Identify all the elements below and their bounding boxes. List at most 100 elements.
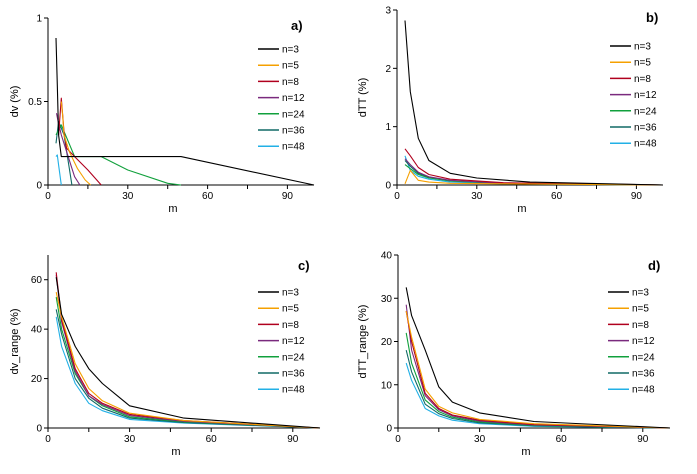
legend-entry: n=5 <box>632 304 649 315</box>
y-tick-label: 0 <box>386 424 392 435</box>
legend-entry: n=12 <box>632 336 655 347</box>
y-tick-label: 3 <box>385 6 391 17</box>
panel-label: d) <box>648 258 660 273</box>
y-tick-label: 0.5 <box>28 97 42 108</box>
legend-entry: n=8 <box>282 77 299 88</box>
series-line-n12 <box>405 304 671 429</box>
series-group <box>55 37 315 186</box>
y-tick-label: 1 <box>36 14 42 25</box>
series-line-n5 <box>60 101 91 186</box>
series-line-n48 <box>55 154 62 186</box>
y-tick-label: 40 <box>31 325 43 336</box>
series-line-n3 <box>405 287 671 429</box>
x-tick-label: 90 <box>282 191 294 202</box>
legend-entry: n=8 <box>632 320 649 331</box>
legend-entry: n=48 <box>634 139 657 150</box>
series-line-n8 <box>55 272 321 429</box>
series-line-n48 <box>55 316 321 429</box>
y-axis-label: dTT_range (%) <box>357 305 369 379</box>
chart-panel-d: 0 30 60 90 0 10 20 30 40 m dTT_range (%) d) n=3 n=5 n=… <box>357 251 671 458</box>
x-tick-label: 0 <box>45 434 51 445</box>
x-axis-label: m <box>171 446 180 458</box>
x-tick-label: 60 <box>556 434 568 445</box>
legend-entry: n=24 <box>282 352 305 363</box>
series-line-n5 <box>55 291 321 429</box>
y-tick-label: 2 <box>385 64 391 75</box>
y-tick-label: 0 <box>36 181 42 192</box>
legend-entry: n=48 <box>282 385 305 396</box>
x-tick-label: 30 <box>124 434 136 445</box>
x-tick-label: 60 <box>202 191 214 202</box>
series-line-n8 <box>405 311 671 429</box>
series-group <box>55 272 321 429</box>
legend-entry: n=48 <box>282 142 305 153</box>
series-group <box>404 20 664 186</box>
x-tick-label: 0 <box>394 191 400 202</box>
y-tick-label: 0 <box>36 424 42 435</box>
legend-entry: n=48 <box>632 385 655 396</box>
y-axis-label: dTT (%) <box>357 78 369 118</box>
x-tick-label: 60 <box>206 434 218 445</box>
x-tick-label: 30 <box>122 191 134 202</box>
legend-entry: n=12 <box>282 336 305 347</box>
series-line-n3 <box>404 20 664 186</box>
series-line-n5 <box>404 169 664 186</box>
series-line-n5 <box>405 311 671 429</box>
series-line-n24 <box>405 332 671 429</box>
legend: n=3 n=5 n=8 n=12 n=24 n=36 n=48 <box>258 288 305 396</box>
series-line-n3 <box>55 37 315 186</box>
legend: n=3 n=5 n=8 n=12 n=24 n=36 n=48 <box>610 42 657 150</box>
legend-entry: n=24 <box>634 106 657 117</box>
series-line-n8 <box>58 97 102 186</box>
y-tick-label: 20 <box>381 337 393 348</box>
series-line-n3 <box>55 277 321 429</box>
y-axis-label: dv_range (%) <box>9 308 21 374</box>
series-line-n36 <box>55 309 321 429</box>
y-tick-label: 60 <box>31 275 43 286</box>
x-tick-label: 60 <box>551 191 563 202</box>
x-tick-label: 30 <box>471 191 483 202</box>
x-tick-label: 30 <box>474 434 486 445</box>
x-tick-label: 0 <box>45 191 51 202</box>
x-tick-label: 90 <box>631 191 643 202</box>
y-tick-label: 30 <box>381 294 393 305</box>
y-tick-label: 40 <box>381 251 393 262</box>
x-axis-label: m <box>517 203 526 215</box>
legend-entry: n=24 <box>632 352 655 363</box>
legend-entry: n=3 <box>634 42 651 53</box>
y-tick-label: 20 <box>31 374 43 385</box>
x-tick-label: 90 <box>637 434 649 445</box>
x-axis-label: m <box>521 446 530 458</box>
legend-entry: n=8 <box>634 74 651 85</box>
legend: n=3 n=5 n=8 n=12 n=24 n=36 n=48 <box>258 45 305 153</box>
series-line-n36 <box>405 349 671 429</box>
panel-label: b) <box>646 10 658 25</box>
series-line-n48 <box>404 155 664 186</box>
legend-entry: n=5 <box>634 58 651 69</box>
legend-entry: n=12 <box>634 90 657 101</box>
legend-entry: n=36 <box>282 126 305 137</box>
panel-label: a) <box>291 18 303 33</box>
series-group <box>405 287 671 429</box>
y-tick-label: 10 <box>381 380 393 391</box>
legend-entry: n=36 <box>634 123 657 134</box>
y-tick-label: 0 <box>385 181 391 192</box>
legend: n=3 n=5 n=8 n=12 n=24 n=36 n=48 <box>608 288 655 396</box>
y-axis-label: dv (%) <box>9 86 21 118</box>
series-line-n12 <box>55 274 321 429</box>
legend-entry: n=3 <box>282 288 299 299</box>
legend-entry: n=36 <box>282 369 305 380</box>
legend-entry: n=3 <box>282 45 299 56</box>
legend-entry: n=3 <box>632 288 649 299</box>
legend-entry: n=12 <box>282 93 305 104</box>
legend-entry: n=5 <box>282 61 299 72</box>
x-tick-label: 0 <box>395 434 401 445</box>
series-line-n24 <box>55 296 321 429</box>
legend-entry: n=24 <box>282 109 305 120</box>
x-tick-label: 90 <box>287 434 299 445</box>
series-line-n8 <box>404 148 664 186</box>
